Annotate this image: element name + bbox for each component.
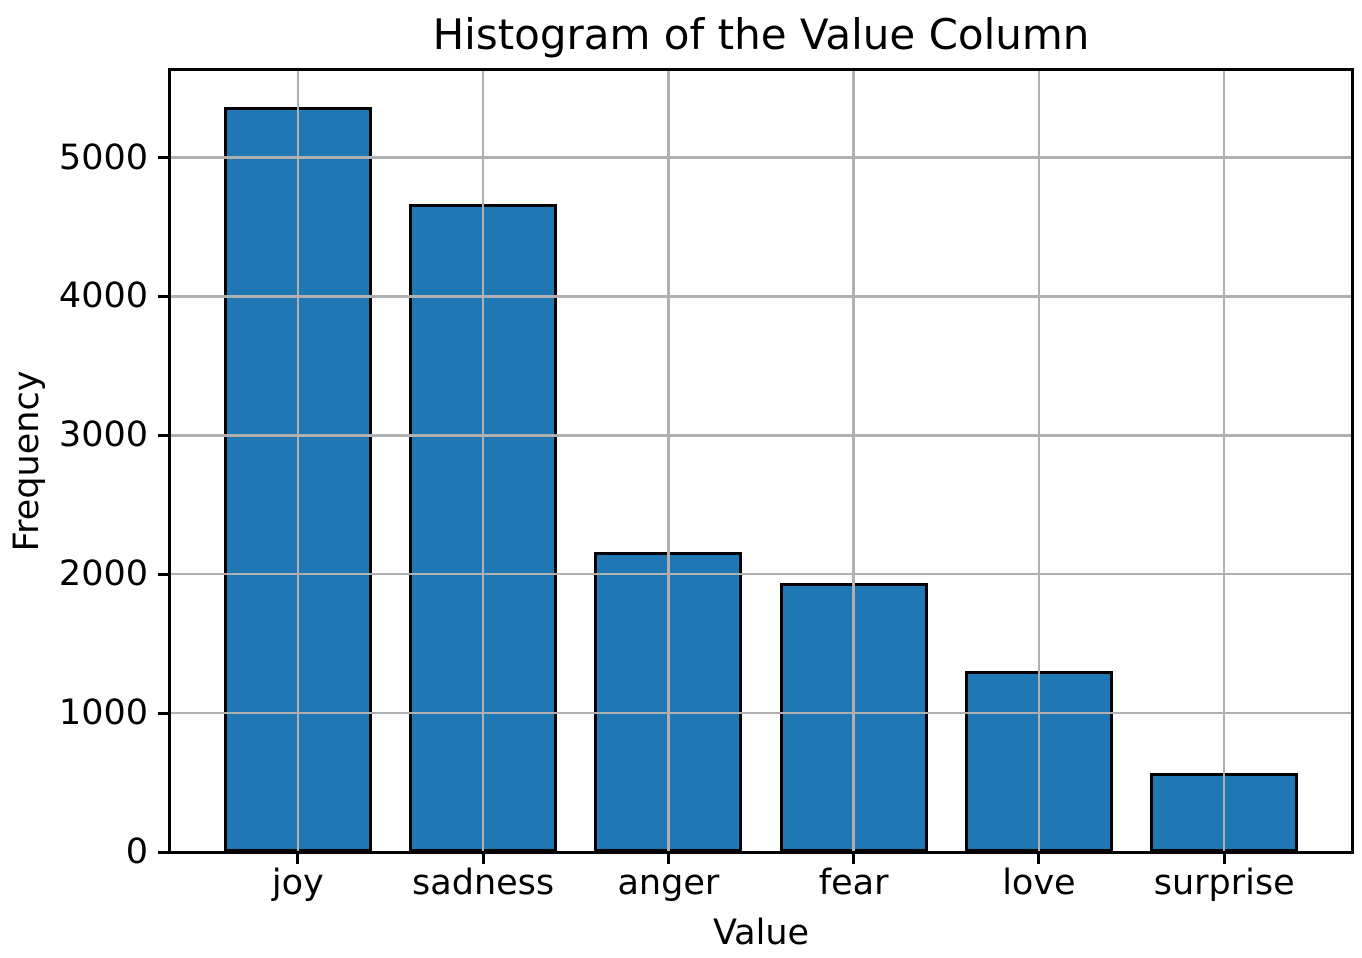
y-tick-label-1000: 1000 (58, 693, 148, 734)
x-tick-mark (296, 852, 300, 864)
y-tick-mark (158, 572, 170, 576)
x-tick-mark (666, 852, 670, 864)
gridline-vertical (481, 70, 485, 852)
x-tick-label-sadness: sadness (412, 863, 555, 903)
y-tick-mark (158, 711, 170, 715)
y-tick-mark (158, 156, 170, 159)
gridline-horizontal (170, 572, 1352, 576)
y-tick-label-2000: 2000 (58, 554, 148, 595)
x-tick-label-surprise: surprise (1153, 863, 1295, 903)
gridline-horizontal (170, 434, 1352, 437)
gridline-horizontal (170, 295, 1352, 298)
x-tick-mark (852, 852, 856, 864)
y-tick-mark (158, 850, 170, 854)
x-tick-label-fear: fear (818, 863, 889, 903)
x-tick-mark (481, 852, 485, 864)
x-tick-label-anger: anger (617, 863, 720, 903)
plot-area (170, 70, 1352, 852)
gridline-vertical (667, 70, 670, 852)
grid-layer (170, 70, 1352, 852)
y-tick-label-0: 0 (125, 832, 148, 872)
gridline-horizontal (170, 711, 1352, 715)
gridline-vertical (852, 70, 855, 852)
y-axis-label: Frequency (7, 370, 47, 552)
gridline-vertical (1037, 70, 1041, 852)
x-tick-label-joy: joy (271, 863, 324, 903)
y-tick-mark (158, 433, 170, 437)
x-tick-label-love: love (1002, 863, 1076, 903)
y-tick-label-5000: 5000 (58, 137, 148, 178)
gridline-horizontal (170, 156, 1352, 159)
x-axis-label: Value (712, 913, 810, 953)
y-tick-label-4000: 4000 (58, 276, 148, 317)
gridline-vertical (296, 70, 300, 852)
x-tick-mark (1222, 852, 1226, 864)
chart-title: Histogram of the Value Column (432, 10, 1090, 59)
x-tick-mark (1037, 852, 1041, 864)
y-tick-label-3000: 3000 (58, 415, 148, 456)
y-tick-mark (158, 294, 170, 298)
gridline-vertical (1222, 70, 1226, 852)
